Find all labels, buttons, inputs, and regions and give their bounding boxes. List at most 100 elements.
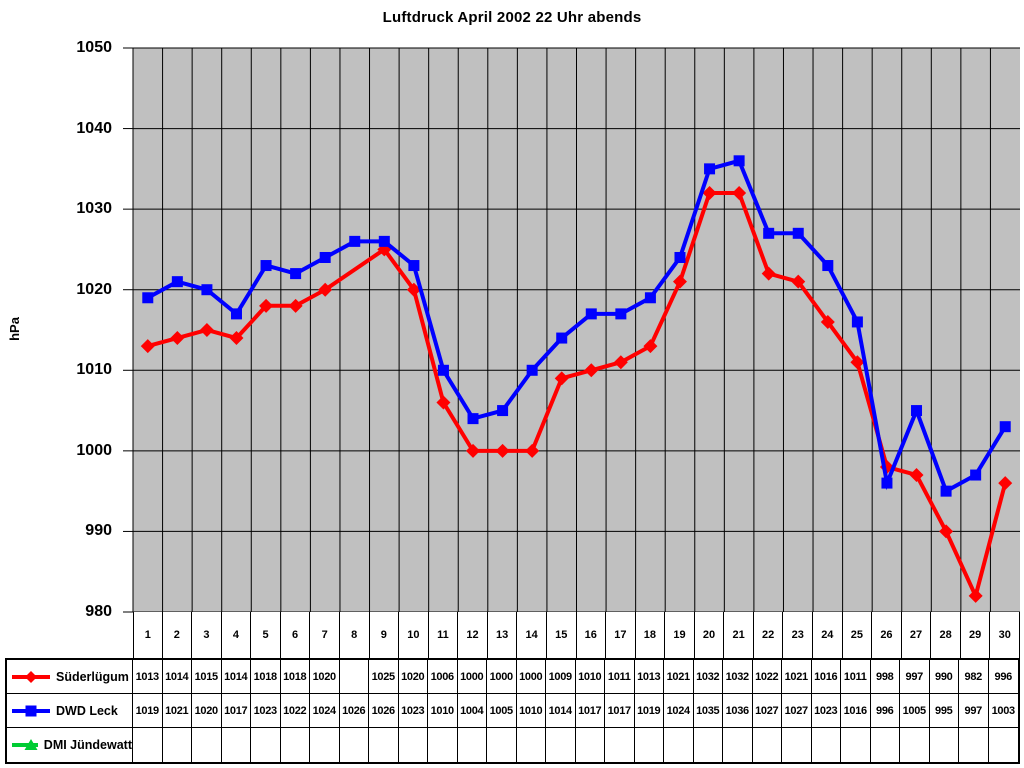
value-cell [635, 728, 664, 762]
data-point-marker [140, 339, 155, 354]
x-tick-label: 30 [990, 612, 1020, 658]
x-tick-label: 15 [547, 612, 577, 658]
y-tick-label: 1050 [76, 39, 112, 56]
data-table: Süderlügum 1013 1014 1015 1014 1018 1018 1020 10… [5, 658, 1020, 764]
data-point-marker [230, 308, 242, 320]
value-cell [163, 728, 192, 762]
x-tick-label: 20 [695, 612, 725, 658]
table-row: Süderlügum 1013 1014 1015 1014 1018 1018 1020 10… [7, 660, 1018, 694]
value-cell: 1014 [163, 660, 192, 693]
data-point-marker [290, 268, 302, 280]
value-cell: 1011 [605, 660, 635, 693]
value-cell [192, 728, 222, 762]
value-cell: 1021 [163, 694, 192, 727]
value-cell: 1018 [251, 660, 281, 693]
value-cell: 982 [959, 660, 989, 693]
value-cell: 1003 [991, 704, 1016, 717]
data-point-marker [288, 298, 303, 313]
x-tick-label: 25 [843, 612, 873, 658]
value-cell: 1000 [487, 660, 517, 693]
data-point-marker [260, 260, 272, 272]
data-point-marker [497, 405, 509, 417]
value-cell: 1026 [340, 694, 369, 727]
data-point-marker [525, 443, 540, 458]
y-tick-label: 1030 [76, 200, 112, 218]
value-cell [251, 728, 281, 762]
x-tick-label: 10 [399, 612, 429, 658]
data-point-marker [702, 186, 717, 201]
data-point-marker [643, 339, 658, 354]
data-point-marker [940, 485, 952, 497]
value-cell: 1023 [251, 694, 281, 727]
value-cell [369, 728, 399, 762]
value-cell: 1000 [517, 660, 546, 693]
data-point-marker [259, 298, 274, 313]
data-point-marker [142, 292, 154, 304]
x-tick-label: 9 [370, 612, 400, 658]
value-cell: 1016 [841, 694, 871, 727]
value-cell: 1009 [546, 660, 576, 693]
x-axis-day-header-row: 1 2 3 4 5 6 7 8 9 10 11 12 13 14 15 16 17 18 19 20 21 22 23 24 2… [133, 612, 1020, 658]
value-cell: 1006 [428, 660, 458, 693]
value-cell [281, 728, 310, 762]
value-cell [930, 728, 959, 762]
value-cell: 1021 [664, 660, 694, 693]
series-name-label: Süderlügum [56, 669, 129, 684]
data-point-marker [613, 355, 628, 370]
value-cell [340, 660, 369, 693]
value-cell [959, 728, 989, 762]
value-cell: 996 [871, 694, 900, 727]
value-cell: 1011 [841, 660, 871, 693]
x-tick-label: 28 [931, 612, 961, 658]
value-cell [989, 728, 1019, 762]
value-cell [605, 728, 635, 762]
value-cell: 1019 [635, 694, 664, 727]
value-cell [871, 728, 900, 762]
data-point-marker [644, 292, 656, 304]
series-name-label: DMI Jündewatt [43, 738, 132, 752]
data-point-marker [229, 331, 244, 346]
value-cell: 998 [871, 660, 900, 693]
triangle-marker-icon [12, 739, 38, 750]
value-cell: 996 [994, 670, 1013, 683]
value-cell [782, 728, 812, 762]
x-tick-label: 24 [813, 612, 843, 658]
data-point-marker [584, 363, 599, 378]
value-cell [458, 728, 487, 762]
y-tick-label: 1010 [76, 361, 112, 379]
x-tick-label: 3 [192, 612, 222, 658]
x-tick-label: 13 [488, 612, 518, 658]
value-cell: 1027 [782, 694, 812, 727]
value-cell: 1027 [753, 694, 782, 727]
data-point-marker [495, 443, 510, 458]
table-row: DWD Leck 1019 1021 1020 1017 1023 1022 1024 1026… [7, 694, 1018, 728]
value-cell: 1014 [546, 694, 576, 727]
value-cell [723, 728, 753, 762]
data-point-marker [820, 314, 835, 329]
value-cell [576, 728, 605, 762]
value-cell [487, 728, 517, 762]
x-tick-label: 4 [222, 612, 252, 658]
value-cell: 1026 [369, 694, 399, 727]
data-point-marker [585, 308, 597, 320]
y-tick-label: 990 [85, 522, 112, 540]
data-point-marker [554, 371, 569, 386]
x-tick-label: 7 [310, 612, 340, 658]
value-cell: 1016 [812, 660, 841, 693]
data-point-marker [763, 227, 775, 239]
value-cell: 1019 [133, 694, 163, 727]
value-cell [841, 728, 871, 762]
value-cell: 997 [900, 660, 930, 693]
y-tick-label: 980 [85, 603, 112, 620]
value-cell: 1035 [694, 694, 723, 727]
data-point-marker [970, 469, 982, 481]
value-cell: 997 [959, 694, 989, 727]
x-tick-label: 21 [724, 612, 754, 658]
value-cell [664, 728, 694, 762]
data-point-marker [349, 235, 361, 247]
series-name-label: DWD Leck [56, 703, 118, 718]
value-cell: 1032 [694, 660, 723, 693]
data-point-marker [791, 274, 806, 289]
data-point-marker [733, 155, 745, 167]
value-cell [900, 728, 930, 762]
